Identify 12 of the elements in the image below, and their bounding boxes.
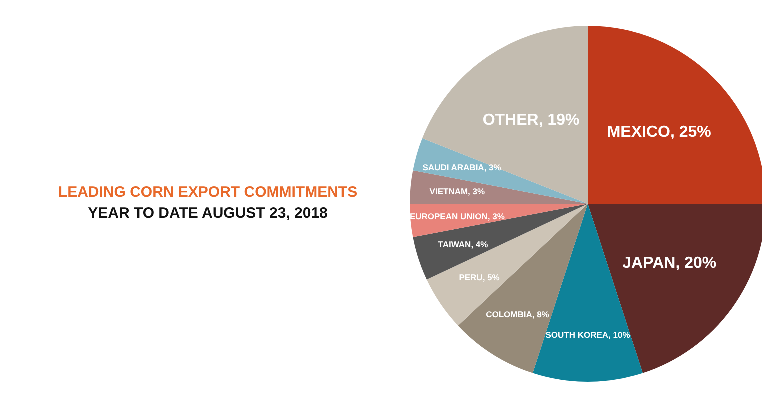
text: LEADING CORN EXPORT COMMITMENTS: [58, 184, 358, 201]
slice-label: EUROPEAN UNION, 3%: [410, 211, 506, 222]
slice-label: MEXICO, 25%: [607, 124, 712, 142]
slice-label: SAUDI ARABIA, 3%: [422, 162, 502, 172]
slice-label: OTHER, 19%: [482, 112, 580, 130]
slice-label: TAIWAN, 4%: [438, 240, 489, 250]
slice-label: PERU, 5%: [459, 272, 500, 283]
slice-label: COLOMBIA, 8%: [486, 310, 550, 320]
slice-label: JAPAN, 20%: [622, 254, 717, 272]
text: YEAR TO DATE AUGUST 23, 2018: [88, 205, 328, 222]
slice-label: SOUTH KOREA, 10%: [546, 330, 631, 340]
slice-label: VIETNAM, 3%: [430, 186, 486, 197]
